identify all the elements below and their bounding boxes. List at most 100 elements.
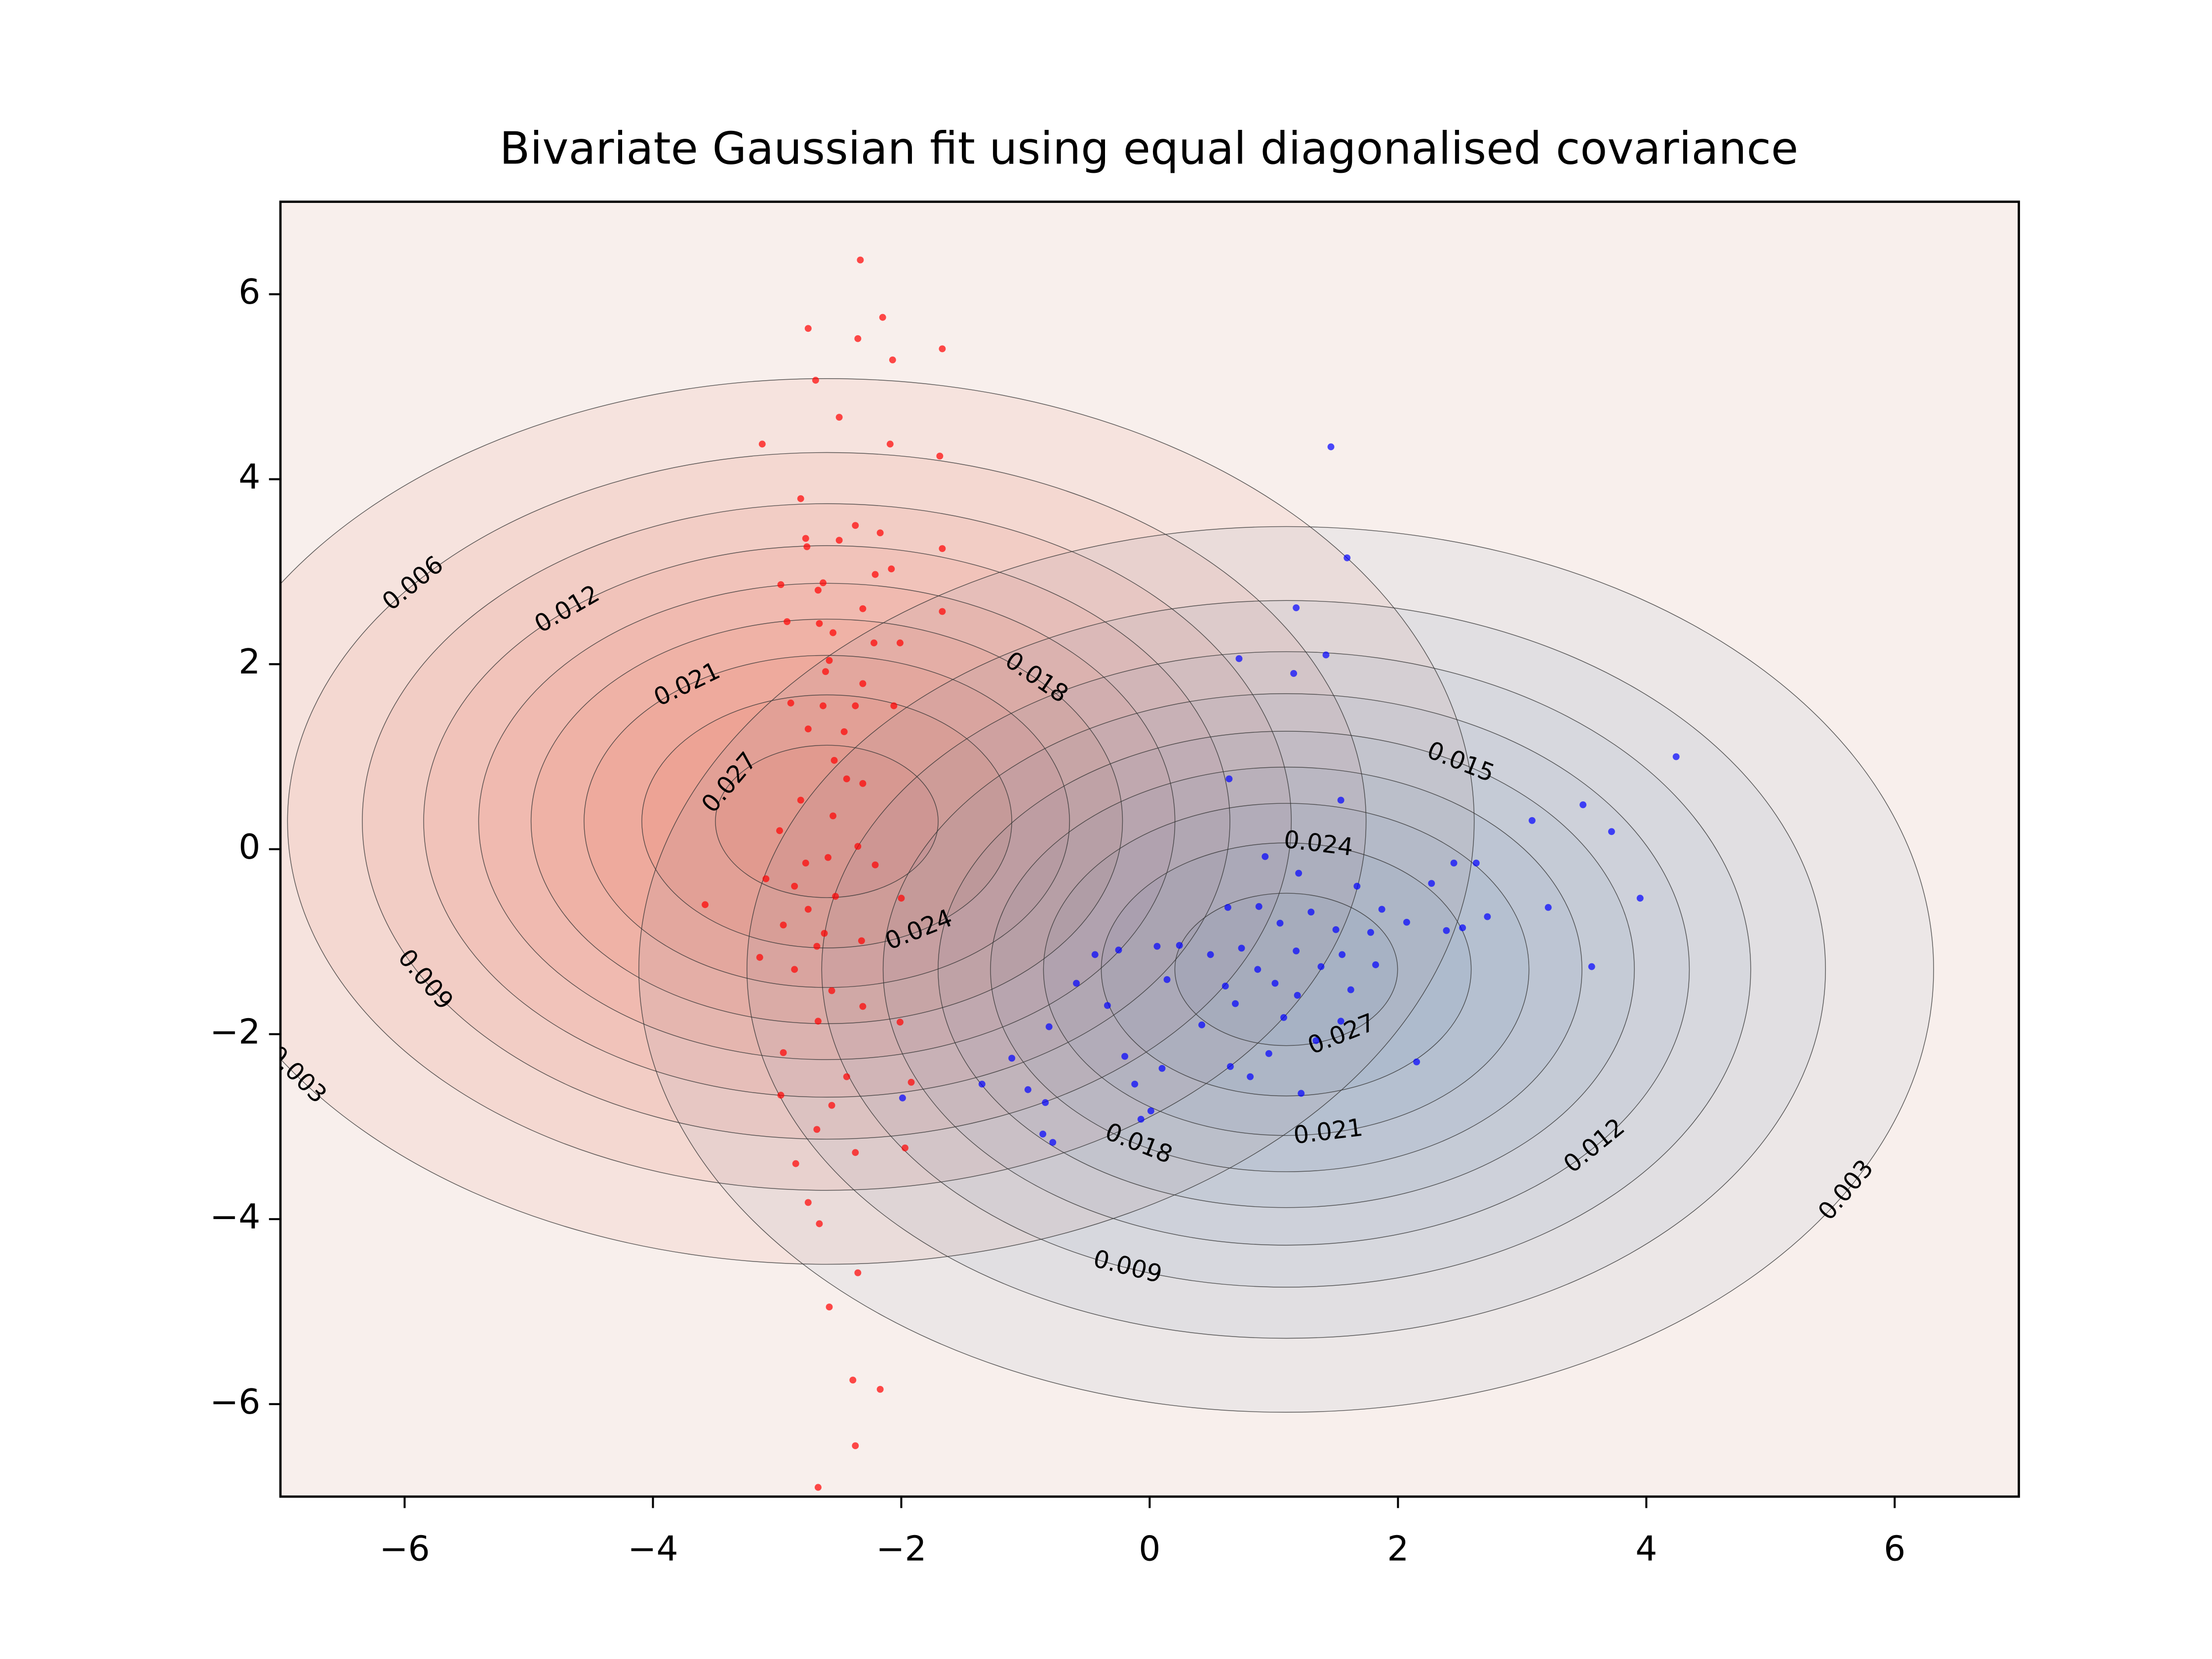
scatter-point xyxy=(876,529,884,537)
scatter-point xyxy=(1276,919,1284,927)
scatter-point xyxy=(828,1102,835,1109)
scatter-point xyxy=(936,452,944,460)
contour-line xyxy=(882,693,1690,1246)
x-tick-label: −6 xyxy=(379,1529,430,1569)
contour-fill xyxy=(280,379,1474,1264)
x-tick-label: −2 xyxy=(876,1529,927,1569)
scatter-point xyxy=(1367,929,1374,936)
scatter-point xyxy=(1158,1065,1166,1072)
contour-fill xyxy=(287,452,1366,1190)
scatter-point xyxy=(1147,1107,1154,1114)
scatter-point xyxy=(758,440,766,448)
scatter-point xyxy=(804,1199,812,1206)
scatter-point xyxy=(854,843,862,850)
scatter-point xyxy=(901,1144,908,1151)
contour-line xyxy=(478,583,1176,1060)
scatter-point xyxy=(828,987,835,994)
scatter-point xyxy=(762,875,770,882)
contour-fill xyxy=(747,600,1826,1339)
scatter-point xyxy=(1529,817,1536,824)
scatter-point xyxy=(1207,951,1214,958)
contour-line xyxy=(280,378,1475,1265)
scatter-point xyxy=(1450,859,1458,867)
contour-line xyxy=(990,766,1582,1172)
scatter-point xyxy=(871,861,879,869)
y-tick-label: −4 xyxy=(210,1197,261,1237)
scatter-point xyxy=(1262,853,1269,860)
scatter-point xyxy=(1280,1014,1287,1021)
scatter-point xyxy=(1294,991,1301,999)
scatter-point xyxy=(1312,1037,1320,1044)
scatter-point xyxy=(1403,918,1410,926)
contour-fill xyxy=(1101,843,1471,1096)
scatter-point xyxy=(821,930,828,937)
plot-area: 0.0030.0060.0090.0120.0180.0210.0240.027… xyxy=(280,256,1934,1491)
scatter-point xyxy=(797,796,804,804)
scatter-point xyxy=(835,414,843,421)
scatter-point xyxy=(791,882,798,890)
scatter-point xyxy=(816,620,823,627)
scatter-point xyxy=(797,495,804,502)
contour-line xyxy=(938,731,1635,1208)
scatter-point xyxy=(849,1377,857,1384)
scatter-point xyxy=(1225,775,1233,783)
scatter-point xyxy=(1372,961,1380,968)
scatter-point xyxy=(1413,1058,1421,1066)
scatter-point xyxy=(812,377,819,384)
scatter-point xyxy=(1290,670,1298,677)
scatter-point xyxy=(813,943,821,950)
scatter-point xyxy=(1235,655,1243,662)
scatter-point xyxy=(1115,947,1122,953)
scatter-point xyxy=(1247,1073,1254,1080)
scatter-point xyxy=(814,1018,822,1025)
scatter-point xyxy=(813,1126,821,1133)
scatter-point xyxy=(859,780,867,787)
scatter-point xyxy=(1293,947,1300,954)
contour-line xyxy=(1101,842,1472,1097)
plot-background xyxy=(280,201,2019,1497)
scatter-point xyxy=(1254,966,1262,973)
scatter-point xyxy=(1322,651,1330,659)
scatter-point xyxy=(814,587,822,594)
scatter-point xyxy=(784,618,790,625)
scatter-point xyxy=(1039,1130,1047,1138)
scatter-point xyxy=(843,1073,850,1080)
contour-fill xyxy=(478,583,1175,1060)
scatter-point xyxy=(803,543,811,551)
x-tick-label: 2 xyxy=(1387,1529,1409,1569)
scatter-point xyxy=(843,775,850,783)
scatter-point xyxy=(820,702,827,710)
scatter-point xyxy=(1347,986,1354,993)
scatter-point xyxy=(1231,1000,1239,1007)
scatter-point xyxy=(854,1269,862,1276)
scatter-point xyxy=(1307,908,1315,916)
contour-fill xyxy=(990,767,1582,1172)
scatter-point xyxy=(1104,1002,1111,1009)
scatter-point xyxy=(804,906,812,913)
chart-title: Bivariate Gaussian fit using equal diago… xyxy=(500,123,1798,175)
contour-line xyxy=(638,526,1934,1413)
scatter-point xyxy=(1222,983,1229,990)
x-tick-label: 6 xyxy=(1884,1529,1905,1569)
scatter-point xyxy=(814,1484,822,1491)
scatter-point xyxy=(1544,904,1552,911)
scatter-point xyxy=(1224,904,1231,911)
contour-line xyxy=(362,503,1292,1140)
scatter-point xyxy=(1226,1063,1234,1070)
y-tick-label: −2 xyxy=(210,1012,261,1052)
scatter-point xyxy=(898,895,905,902)
scatter-point xyxy=(826,657,833,664)
scatter-point xyxy=(870,639,878,647)
scatter-point xyxy=(1339,951,1346,958)
scatter-point xyxy=(1008,1055,1016,1062)
scatter-point xyxy=(889,356,896,363)
contour-fill xyxy=(822,651,1751,1287)
scatter-point xyxy=(1024,1086,1031,1093)
scatter-point xyxy=(890,702,898,710)
scatter-point xyxy=(1198,1021,1205,1028)
scatter-point xyxy=(777,581,785,589)
contour-fill xyxy=(424,546,1230,1098)
scatter-point xyxy=(908,1078,915,1086)
contour-fill xyxy=(883,693,1690,1245)
